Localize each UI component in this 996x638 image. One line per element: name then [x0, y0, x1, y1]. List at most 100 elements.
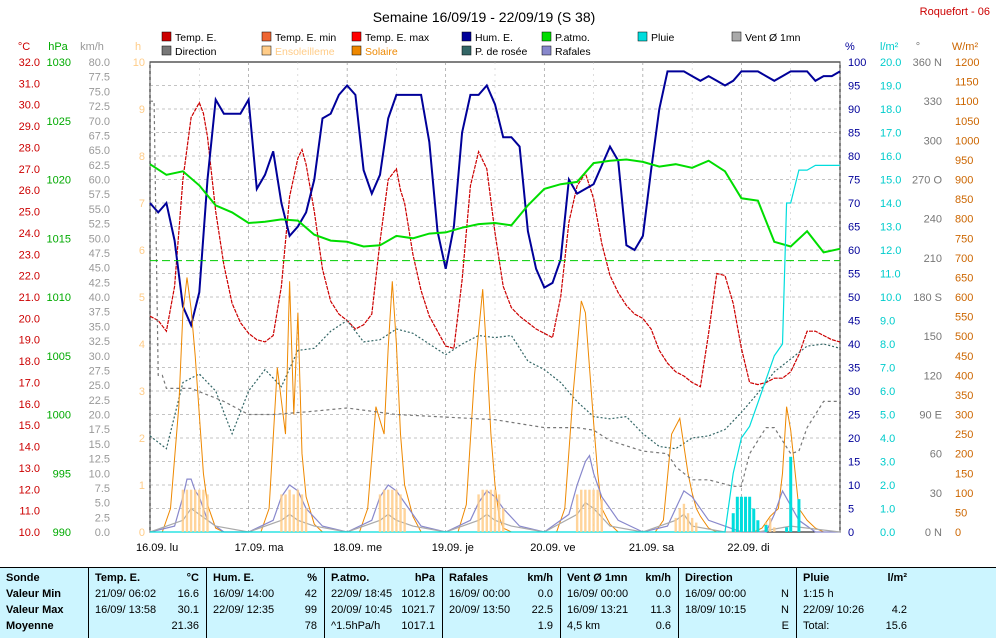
stats-column-pluie: Pluie l/m² 1:15 h 22/09/ 10:26 4.2 Total: 15.6 — [796, 568, 915, 638]
sunshine-bar — [481, 489, 484, 532]
axis-tick-temp: 21.0 — [19, 292, 40, 304]
weather-chart: Semaine 16/09/19 - 22/09/19 (S 38) Roque… — [18, 6, 990, 554]
axis-tick-temp: 13.0 — [19, 463, 40, 475]
axis-tick-pressure: 1020 — [47, 175, 71, 187]
sunshine-bar — [296, 489, 300, 532]
axis-tick-wind: 55.0 — [89, 204, 110, 216]
stats-row-value: 16.6 — [177, 588, 199, 600]
axis-tick-sun: 10 — [133, 57, 145, 69]
axis-tick-wind: 42.5 — [89, 277, 110, 289]
series-line-1 — [149, 70, 841, 329]
sunshine-bar — [387, 489, 390, 532]
stats-header-row: Temp. E. °C — [89, 572, 207, 588]
sunshine-bar — [580, 489, 583, 532]
axis-tick-pressure: 1010 — [47, 292, 71, 304]
sunshine-bar — [391, 489, 394, 532]
axis-tick-sun: 4 — [139, 339, 145, 351]
axis-tick-rain: 18.0 — [880, 104, 901, 116]
sunshine-bar — [674, 517, 677, 532]
stats-column-vent: Vent Ø 1mn km/h 16/09/ 00:00 0.0 16/09/ 13:2… — [560, 568, 679, 638]
axis-tick-direction: 270 O — [912, 175, 942, 187]
axis-tick-humidity: 15 — [848, 457, 860, 469]
stats-row-date: 16/09/ 14:00 — [213, 588, 275, 600]
axis-tick-temp: 10.0 — [19, 527, 40, 539]
axis-tick-rain: 17.0 — [880, 128, 901, 140]
series-line-7 — [150, 100, 840, 487]
legend-label: Pluie — [651, 32, 675, 44]
axis-tick-solar: 700 — [955, 253, 973, 265]
stats-row-date: Total: — [803, 620, 830, 632]
stats-row: 4,5 km 0.6 — [561, 620, 679, 636]
axis-tick-temp: 27.0 — [19, 164, 40, 176]
axis-tick-solar: 1100 — [955, 96, 979, 108]
axis-tick-wind: 50.0 — [89, 233, 110, 245]
axis-tick-sun: 0 — [139, 527, 145, 539]
sunshine-bar — [768, 517, 772, 532]
legend-swatch — [351, 31, 362, 42]
sunshine-bar — [189, 489, 193, 532]
legend-swatch — [261, 31, 272, 42]
axis-tick-rain: 4.0 — [880, 433, 895, 445]
axis-tick-pressure: 995 — [53, 468, 71, 480]
day-label: 22.09. di — [727, 542, 769, 554]
axis-tick-rain: 11.0 — [880, 269, 901, 281]
axis-tick-temp: 23.0 — [19, 249, 40, 261]
axis-tick-sun: 7 — [139, 198, 145, 210]
axis-tick-humidity: 70 — [848, 198, 860, 210]
stats-row: 20/09/ 10:45 1021.7 — [325, 604, 443, 620]
sunshine-bar — [493, 489, 497, 532]
legend-label: Direction — [175, 46, 217, 58]
axis-tick-direction: 0 N — [925, 527, 942, 539]
axis-tick-solar: 1150 — [955, 77, 979, 89]
axis-tick-temp: 24.0 — [19, 228, 40, 240]
axis-tick-solar: 0 — [955, 527, 961, 539]
axis-tick-wind: 5.0 — [95, 498, 110, 510]
axis-tick-humidity: 80 — [848, 151, 860, 163]
axis-tick-rain: 14.0 — [880, 198, 901, 210]
series-line-4 — [150, 277, 840, 533]
grid — [149, 62, 841, 532]
axis-tick-wind: 62.5 — [89, 160, 110, 172]
stats-row-value: 1012.8 — [401, 588, 435, 600]
stats-row-value: 99 — [304, 604, 317, 616]
stats-row: 22/09/ 10:26 4.2 — [797, 604, 915, 620]
stats-row-date: 22/09/ 18:45 — [331, 588, 393, 600]
legend: Temp. E. Temp. E. min Temp. E. max Hum. E. P… — [161, 31, 801, 58]
axis-tick-temp: 32.0 — [19, 57, 40, 69]
stats-row-value: 30.1 — [177, 604, 199, 616]
rain-bar — [739, 496, 743, 532]
stats-row-value: 1021.7 — [401, 604, 435, 616]
axis-tick-wind: 57.5 — [89, 189, 110, 201]
axis-tick-sun: 2 — [139, 433, 145, 445]
stats-row-value: 1.9 — [537, 620, 553, 632]
day-label: 18.09. me — [333, 542, 382, 554]
sunshine-bar — [206, 494, 209, 532]
axis-tick-rain: 15.0 — [880, 175, 901, 187]
series-line-3 — [149, 319, 841, 450]
stats-row: 16/09/ 13:21 11.3 — [561, 604, 679, 620]
stats-row-date: 18/09/ 10:15 — [685, 604, 747, 616]
axis-tick-temp: 30.0 — [19, 100, 40, 112]
sunshine-bar — [678, 508, 682, 532]
stats-header: Temp. E. — [95, 572, 141, 584]
axis-tick-direction: 360 N — [913, 57, 942, 69]
stats-unit: l/m² — [887, 572, 907, 584]
sunshine-bar — [395, 489, 398, 532]
axis-tick-wind: 30.0 — [89, 351, 110, 363]
sunshine-bar — [304, 508, 308, 532]
axis-tick-rain: 5.0 — [880, 410, 895, 422]
stats-header-row: Rafales km/h — [443, 572, 561, 588]
series-layer — [149, 70, 841, 533]
axis-tick-rain: 10.0 — [880, 292, 901, 304]
legend-label: Ensoleilleme — [275, 46, 335, 58]
day-label: 20.09. ve — [530, 542, 575, 554]
axis-tick-humidity: 90 — [848, 104, 860, 116]
stats-row: ^1.5hPa/h 1017.1 — [325, 620, 443, 636]
station-name: Roquefort - 06 — [920, 6, 990, 18]
stats-row: 16/09/ 14:00 42 — [207, 588, 325, 604]
axis-unit-sun: h — [135, 41, 141, 53]
series-line-2 — [149, 158, 841, 254]
axis-tick-humidity: 95 — [848, 81, 860, 93]
stats-row-date: 1:15 h — [803, 588, 834, 600]
axis-tick-humidity: 0 — [848, 527, 854, 539]
